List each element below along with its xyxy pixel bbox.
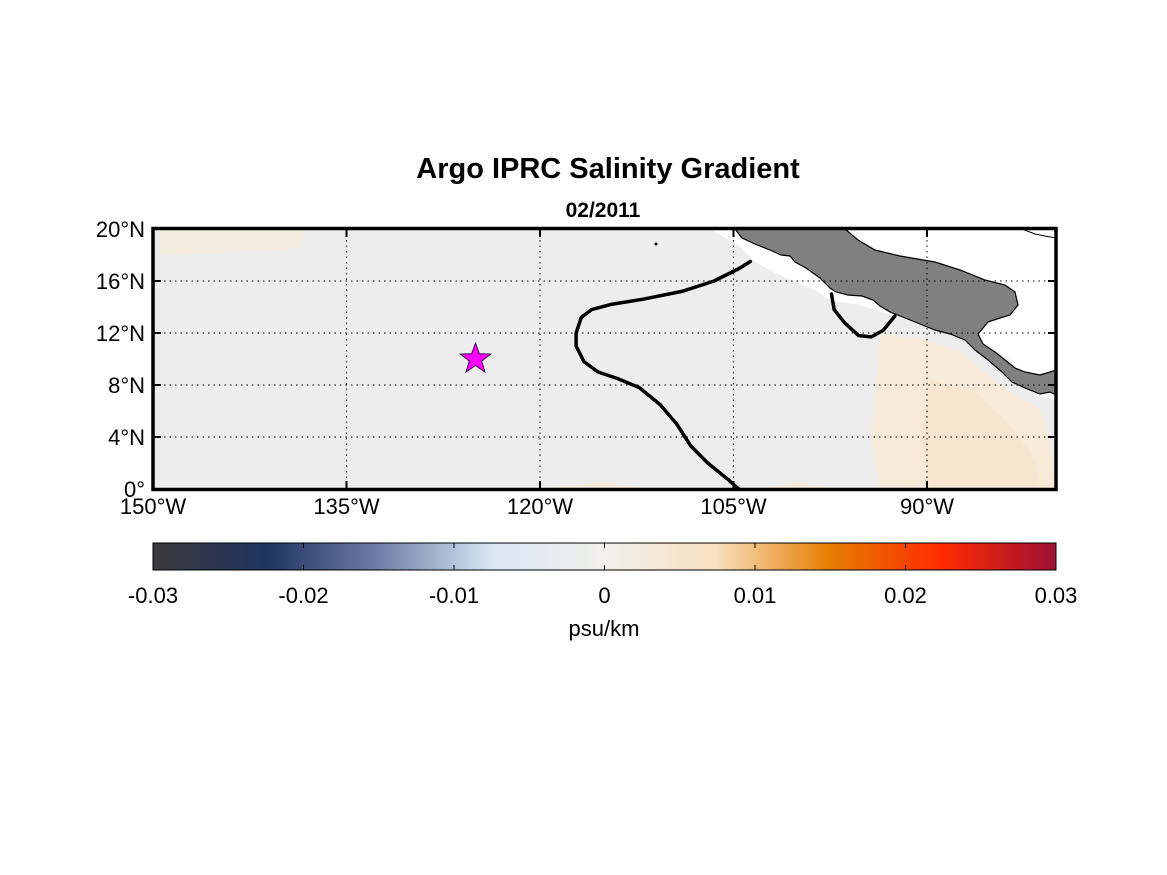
y-tick-label: 0° (124, 477, 145, 502)
x-tick-label: 120°W (507, 494, 574, 519)
y-tick-label: 20°N (96, 217, 145, 242)
map-subtitle: 02/2011 (566, 199, 641, 222)
contour-lines (574, 259, 897, 489)
map-grid (153, 229, 1056, 489)
contour-line (829, 292, 897, 339)
latitude-labels: 0° 4°N 8°N 12°N 16°N 20°N (96, 217, 145, 502)
map-frame (151, 226, 1058, 492)
x-tick-label: 135°W (313, 494, 380, 519)
y-tick-label: 8°N (108, 373, 145, 398)
island-dot (654, 242, 658, 246)
y-tick-label: 16°N (96, 269, 145, 294)
colorbar-tick-label: 0 (598, 583, 610, 608)
colorbar-tick-label: 0.02 (884, 583, 927, 608)
x-tick-label: 90°W (900, 494, 954, 519)
longitude-labels: 150°W 135°W 120°W 105°W 90°W (120, 494, 954, 519)
colorbar-tick-label: 0.01 (734, 583, 777, 608)
colorbar-tick-label: -0.02 (278, 583, 328, 608)
colorbar-label: psu/km (569, 616, 640, 641)
map-title: Argo IPRC Salinity Gradient (416, 153, 800, 185)
star-marker-icon (458, 341, 493, 374)
land-central-america (734, 229, 1056, 396)
x-tick-label: 150°W (120, 494, 187, 519)
contour-line (574, 259, 753, 489)
map-area (153, 229, 1056, 489)
colorbar: -0.03 -0.02 -0.01 0 0.01 0.02 0.03 psu/km (128, 542, 1077, 641)
colorbar-tick-label: 0.03 (1035, 583, 1078, 608)
x-tick-label: 105°W (700, 494, 767, 519)
land-coastline-fragment (1021, 229, 1056, 239)
y-tick-label: 4°N (108, 425, 145, 450)
colorbar-ticks: -0.03 -0.02 -0.01 0 0.01 0.02 0.03 (128, 543, 1077, 608)
colorbar-tick-label: -0.03 (128, 583, 178, 608)
axis-tick-marks (152, 228, 1056, 490)
y-tick-label: 12°N (96, 321, 145, 346)
gradient-patches (160, 230, 1056, 489)
no-data-region (710, 229, 1056, 400)
colorbar-tick-label: -0.01 (429, 583, 479, 608)
